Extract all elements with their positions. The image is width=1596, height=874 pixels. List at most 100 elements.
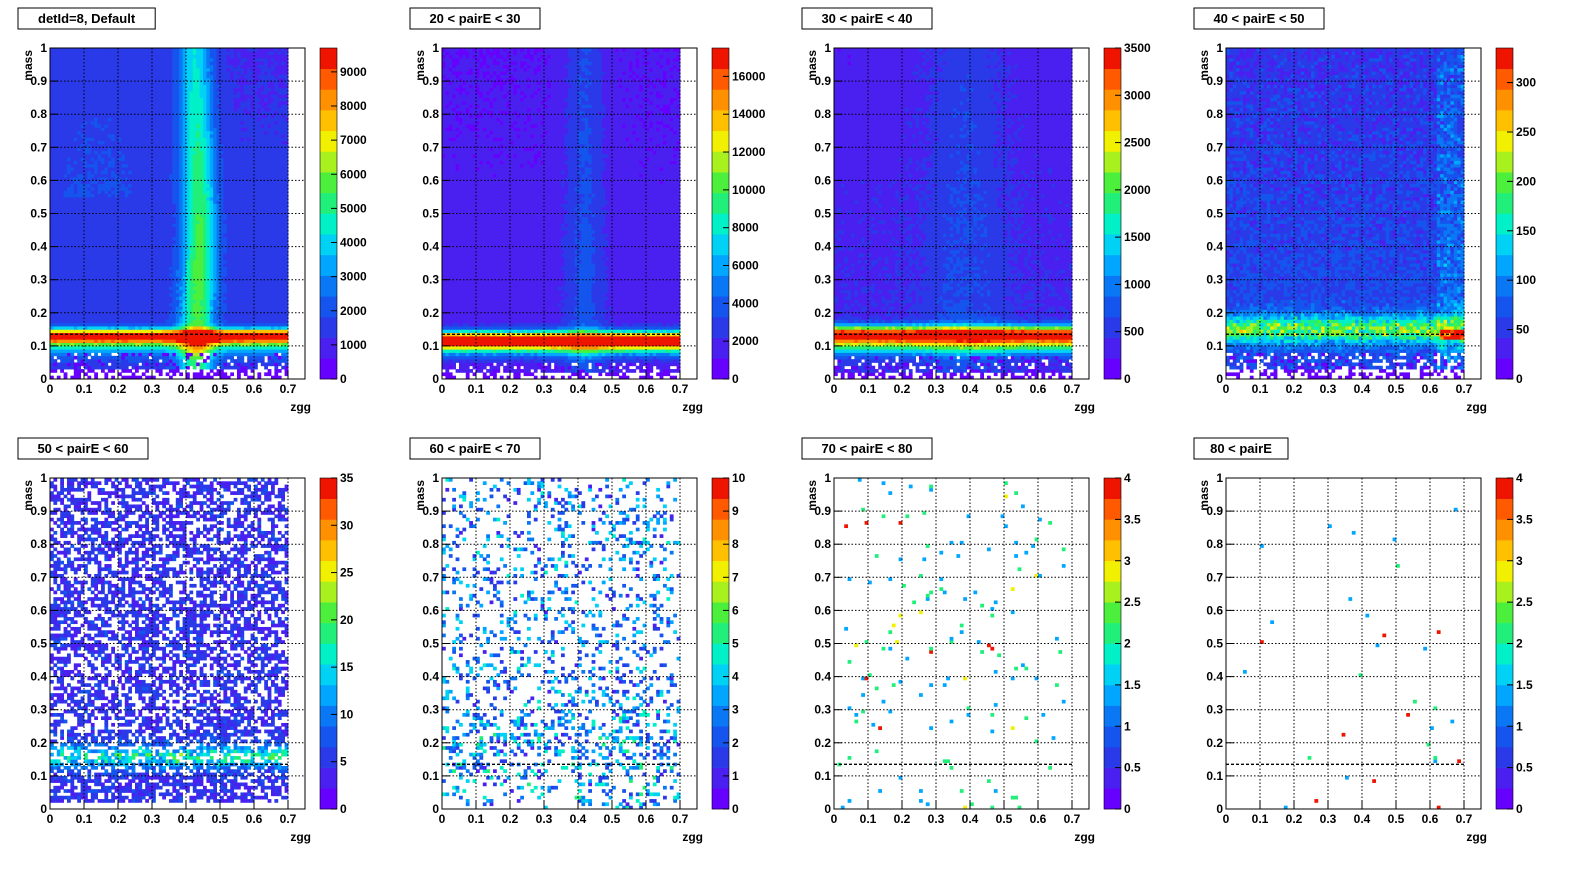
heatmap-cell	[50, 98, 54, 102]
heatmap-cell	[53, 323, 57, 327]
heatmap-cell	[87, 157, 91, 161]
heatmap-cell	[50, 240, 54, 244]
heatmap-cell	[67, 207, 71, 211]
heatmap-cell	[74, 170, 78, 174]
heatmap-cell	[87, 184, 91, 188]
heatmap-cell	[50, 266, 54, 270]
heatmap-cell	[60, 164, 64, 168]
heatmap-cell	[64, 114, 68, 118]
heatmap-cell	[60, 127, 64, 131]
heatmap-cell	[57, 61, 61, 65]
heatmap-cell	[77, 65, 81, 69]
heatmap-cell	[74, 253, 78, 257]
heatmap-cell	[60, 114, 64, 118]
heatmap-cell	[57, 250, 61, 254]
heatmap-cell	[87, 101, 91, 105]
heatmap-cell	[50, 51, 54, 55]
heatmap-cell	[57, 362, 61, 366]
heatmap-cell	[70, 349, 74, 353]
heatmap-cell	[53, 253, 57, 257]
heatmap-cell	[70, 88, 74, 92]
heatmap-cell	[84, 147, 88, 151]
heatmap-cell	[77, 74, 81, 78]
heatmap-cell	[67, 346, 71, 350]
heatmap-cell	[74, 124, 78, 128]
heatmap-cell	[53, 349, 57, 353]
heatmap-cell	[57, 233, 61, 237]
heatmap-cell	[74, 157, 78, 161]
heatmap-cell	[70, 296, 74, 300]
heatmap-cell	[57, 313, 61, 317]
heatmap-cell	[74, 101, 78, 105]
heatmap-cell	[84, 81, 88, 85]
heatmap-cell	[87, 316, 91, 320]
heatmap-cell	[50, 118, 54, 122]
heatmap-cell	[60, 366, 64, 370]
heatmap-cell	[77, 170, 81, 174]
heatmap-cell	[84, 190, 88, 194]
heatmap-cell	[84, 101, 88, 105]
heatmap-cell	[57, 74, 61, 78]
heatmap-cell	[57, 263, 61, 267]
heatmap-cell	[84, 319, 88, 323]
heatmap-cell	[74, 223, 78, 227]
heatmap-cell	[67, 81, 71, 85]
heatmap-cell	[50, 84, 54, 88]
heatmap-cell	[70, 316, 74, 320]
heatmap-cell	[74, 200, 78, 204]
heatmap-cell	[57, 214, 61, 218]
heatmap-cell	[50, 230, 54, 234]
heatmap-cell	[60, 84, 64, 88]
heatmap-cell	[53, 316, 57, 320]
heatmap-cell	[67, 74, 71, 78]
heatmap-cell	[74, 94, 78, 98]
heatmap-cell	[84, 84, 88, 88]
heatmap-cell	[60, 190, 64, 194]
heatmap-cell	[84, 71, 88, 75]
heatmap-cell	[77, 283, 81, 287]
heatmap-cell	[74, 366, 78, 370]
heatmap-cell	[60, 362, 64, 366]
heatmap-cell	[77, 313, 81, 317]
heatmap-cell	[60, 207, 64, 211]
heatmap-cell	[77, 280, 81, 284]
heatmap-cell	[84, 164, 88, 168]
heatmap-cell	[57, 253, 61, 257]
heatmap-cell	[77, 346, 81, 350]
heatmap-cell	[50, 157, 54, 161]
heatmap-cell	[57, 151, 61, 155]
heatmap-cell	[87, 290, 91, 294]
heatmap-cell	[74, 316, 78, 320]
heatmap-cell	[50, 293, 54, 297]
heatmap-cell	[74, 121, 78, 125]
heatmap-cell	[87, 223, 91, 227]
heatmap-cell	[60, 131, 64, 135]
heatmap-cell	[67, 194, 71, 198]
heatmap-cell	[53, 127, 57, 131]
heatmap-cell	[67, 71, 71, 75]
heatmap-cell	[57, 323, 61, 327]
heatmap-cell	[74, 260, 78, 264]
heatmap-cell	[70, 323, 74, 327]
heatmap-cell	[50, 270, 54, 274]
heatmap-cell	[53, 74, 57, 78]
heatmap-cell	[64, 227, 68, 231]
heatmap-cell	[84, 270, 88, 274]
heatmap-cell	[84, 68, 88, 72]
heatmap-cell	[70, 303, 74, 307]
heatmap-cell	[64, 101, 68, 105]
heatmap-cell	[57, 356, 61, 360]
heatmap-cell	[50, 250, 54, 254]
heatmap-cell	[84, 118, 88, 122]
heatmap-cell	[70, 283, 74, 287]
heatmap-cell	[57, 187, 61, 191]
heatmap-cell	[74, 190, 78, 194]
heatmap-cell	[50, 227, 54, 231]
heatmap-cell	[67, 190, 71, 194]
heatmap-cell	[50, 290, 54, 294]
heatmap-cell	[53, 108, 57, 112]
heatmap-cell	[70, 240, 74, 244]
heatmap-cell	[84, 313, 88, 317]
heatmap-cell	[70, 187, 74, 191]
heatmap-cell	[74, 266, 78, 270]
